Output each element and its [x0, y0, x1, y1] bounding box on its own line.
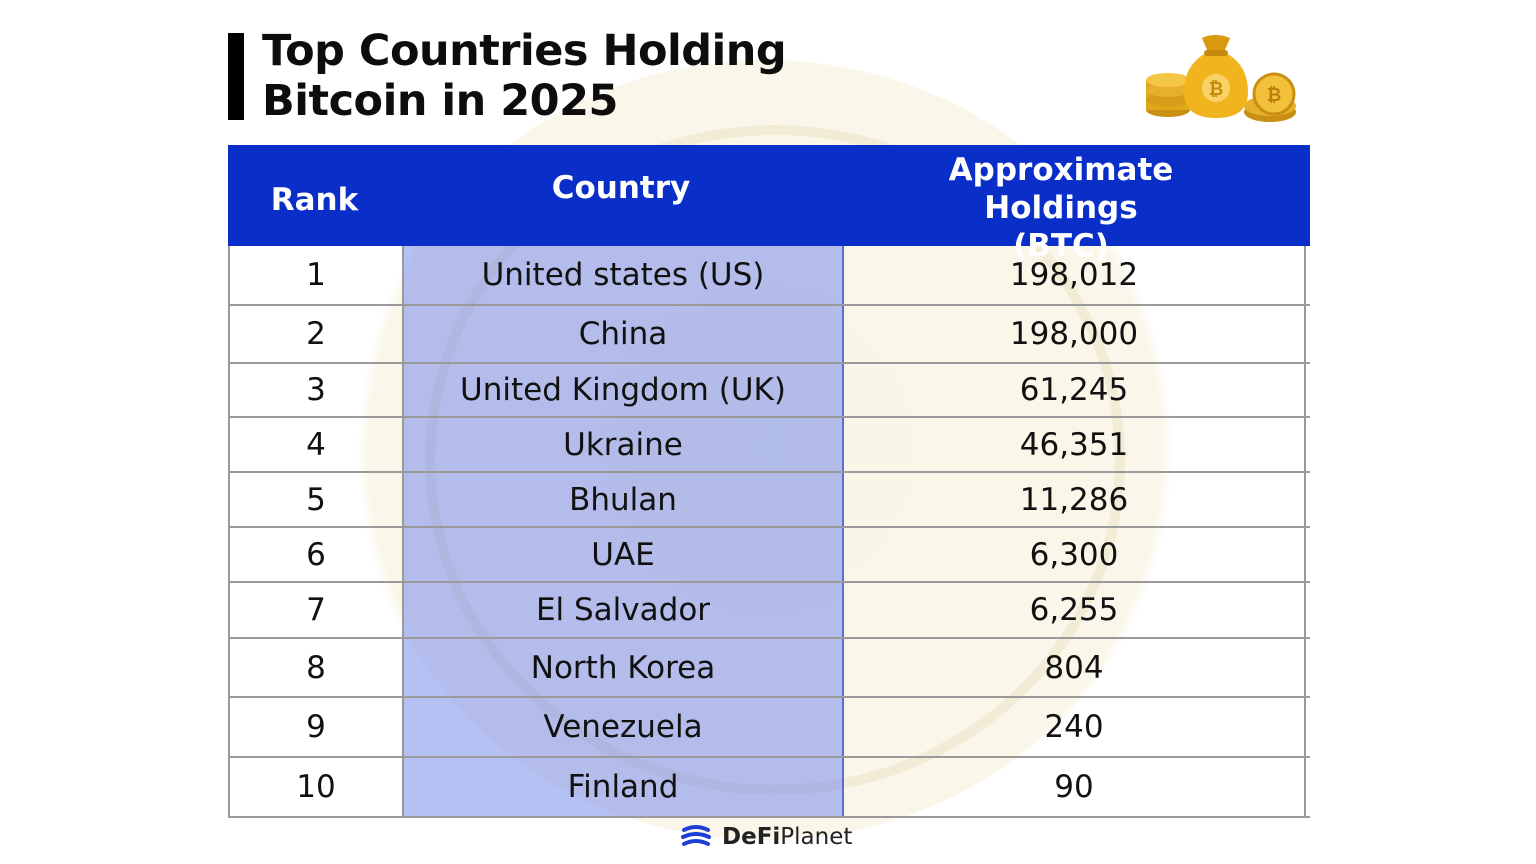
country-cell: UAE	[404, 528, 844, 581]
table-row: 5 Bhulan 11,286	[230, 473, 1310, 528]
country-cell: Finland	[404, 758, 844, 816]
rank-cell: 4	[230, 418, 404, 471]
holdings-cell: 198,012	[844, 246, 1306, 304]
country-cell: El Salvador	[404, 583, 844, 637]
holdings-cell: 6,300	[844, 528, 1306, 581]
holdings-cell: 6,255	[844, 583, 1306, 637]
holdings-table: Rank Country Approximate Holdings (BTC) …	[228, 145, 1310, 818]
table-row: 2 China 198,000	[230, 306, 1310, 364]
holdings-cell: 90	[844, 758, 1306, 816]
country-cell: United Kingdom (UK)	[404, 364, 844, 416]
header-country: Country	[551, 170, 691, 206]
holdings-cell: 804	[844, 639, 1306, 696]
page-title: Top Countries Holding Bitcoin in 2025	[262, 26, 787, 126]
svg-text:₿: ₿	[1267, 85, 1282, 106]
country-cell: North Korea	[404, 639, 844, 696]
country-cell: Bhulan	[404, 473, 844, 526]
country-cell: Ukraine	[404, 418, 844, 471]
holdings-cell: 61,245	[844, 364, 1306, 416]
title-accent-bar	[228, 33, 244, 120]
brand-name-bold: DeFi	[722, 824, 781, 850]
brand-logo: DeFi Planet	[680, 820, 852, 854]
country-cell: United states (US)	[404, 246, 844, 304]
brand-name-rest: Planet	[780, 824, 853, 850]
table-header: Rank Country Approximate Holdings (BTC)	[228, 145, 1310, 264]
rank-cell: 10	[230, 758, 404, 816]
table-row: 7 El Salvador 6,255	[230, 583, 1310, 639]
rank-cell: 2	[230, 306, 404, 362]
table-row: 1 United states (US) 198,012	[230, 246, 1310, 306]
header-holdings: Approximate Holdings (BTC)	[841, 151, 1281, 265]
country-cell: Venezuela	[404, 698, 844, 756]
table-row: 6 UAE 6,300	[230, 528, 1310, 583]
holdings-cell: 198,000	[844, 306, 1306, 362]
header-holdings-text: Approximate Holdings (BTC)	[948, 152, 1174, 264]
table-row: 8 North Korea 804	[230, 639, 1310, 698]
country-cell: China	[404, 306, 844, 362]
table-row: 9 Venezuela 240	[230, 698, 1310, 758]
table-row: 3 United Kingdom (UK) 61,245	[230, 364, 1310, 418]
defi-planet-logo-icon	[681, 825, 711, 846]
holdings-cell: 46,351	[844, 418, 1306, 471]
rank-cell: 6	[230, 528, 404, 581]
header-rank: Rank	[270, 182, 359, 218]
holdings-cell: 240	[844, 698, 1306, 756]
table-row: 10 Finland 90	[230, 758, 1310, 818]
rank-cell: 3	[230, 364, 404, 416]
rank-cell: 8	[230, 639, 404, 696]
rank-cell: 1	[230, 246, 404, 304]
table-body: 1 United states (US) 198,012 2 China 198,000 3…	[228, 246, 1310, 818]
rank-cell: 9	[230, 698, 404, 756]
rank-cell: 7	[230, 583, 404, 637]
bitcoin-money-bag-icon: ₿ ₿	[1146, 35, 1296, 122]
svg-text:₿: ₿	[1209, 79, 1224, 100]
table-row: 4 Ukraine 46,351	[230, 418, 1310, 473]
rank-cell: 5	[230, 473, 404, 526]
holdings-cell: 11,286	[844, 473, 1306, 526]
